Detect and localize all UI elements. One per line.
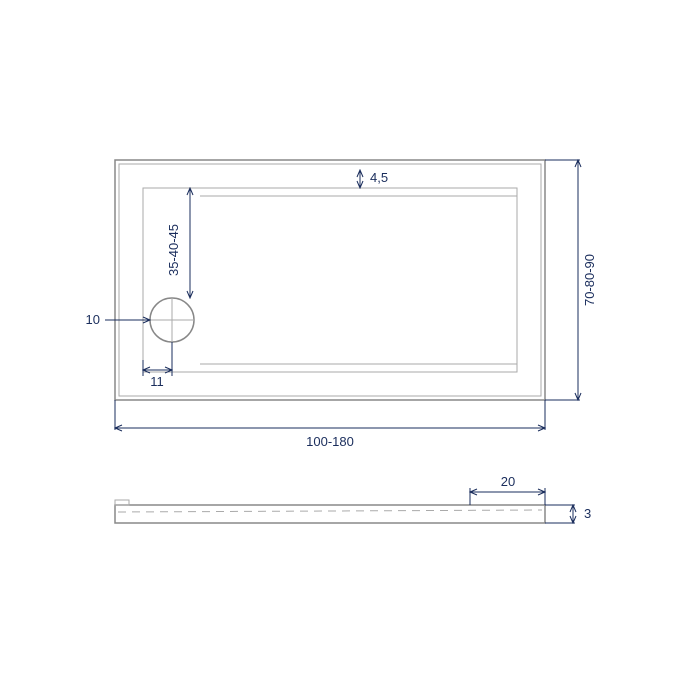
dim-drain-h: 11 [150,374,164,389]
dim-height: 70-80-90 [582,254,597,306]
dimensions-top: 100-180 70-80-90 4,5 35-40-45 10 11 [86,160,597,449]
dim-top-gap: 4,5 [370,170,388,185]
dim-side-thickness: 3 [584,506,591,521]
side-view [115,500,545,523]
top-view [115,160,545,400]
dim-drain-dia: 10 [86,312,100,327]
dim-side-depth: 20 [501,474,515,489]
dim-drain-v: 35-40-45 [166,224,181,276]
dimension-drawing: 100-180 70-80-90 4,5 35-40-45 10 11 [0,0,700,700]
dimensions-side: 20 3 [470,474,591,523]
dim-width: 100-180 [306,434,354,449]
